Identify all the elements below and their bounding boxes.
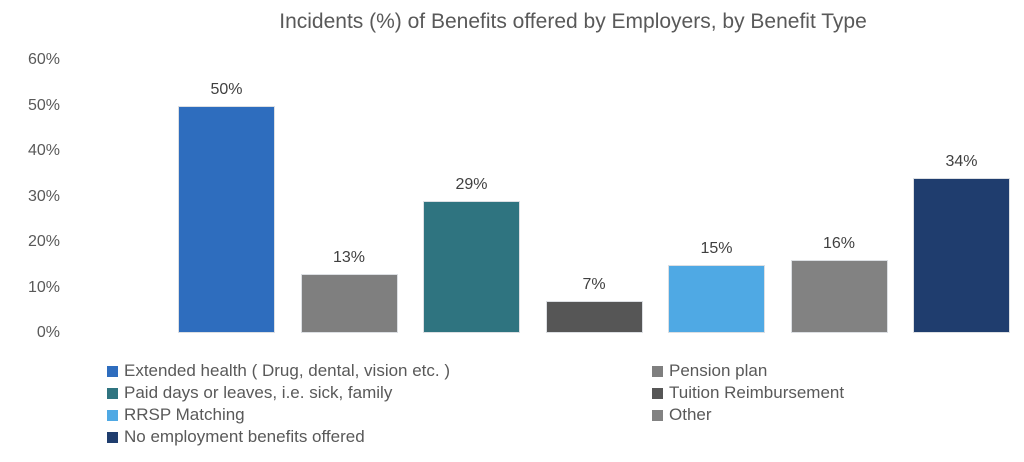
bar-rrsp-matching	[668, 264, 765, 333]
y-tick-label-40: 40%	[27, 142, 60, 159]
data-label-paid-days-or-leaves-i-e-sick-family: 29%	[455, 176, 488, 194]
legend-column-left: Extended health ( Drug, dental, vision e…	[107, 360, 450, 448]
data-label-rrsp-matching: 15%	[700, 239, 733, 257]
legend-label: No employment benefits offered	[124, 427, 365, 446]
legend-swatch-icon	[652, 409, 663, 421]
y-tick-label-0: 0%	[36, 324, 60, 341]
legend-swatch-icon	[107, 365, 118, 377]
legend-item-paid-days-or-leaves-i-e-sick-family: Paid days or leaves, i.e. sick, family	[107, 382, 450, 404]
bar-extended-health-drug-dental-vision-etc	[178, 105, 275, 333]
legend-label: Tuition Reimbursement	[669, 383, 845, 402]
bar-tuition-reimbursement	[545, 301, 643, 333]
legend-label: Other	[669, 405, 712, 424]
legend-swatch-icon	[652, 365, 663, 377]
data-label-extended-health-drug-dental-vision-etc: 50%	[210, 80, 243, 98]
legend-swatch-icon	[107, 409, 118, 421]
legend-label: Paid days or leaves, i.e. sick, family	[124, 383, 393, 402]
y-tick-label-60: 60%	[27, 51, 60, 68]
legend-item-extended-health-drug-dental-vision-etc: Extended health ( Drug, dental, vision e…	[107, 360, 450, 382]
y-tick-label-20: 20%	[27, 233, 60, 250]
legend-label: RRSP Matching	[124, 405, 245, 424]
y-tick-label-30: 30%	[27, 187, 60, 205]
legend-label: Pension plan	[669, 361, 768, 380]
legend-label: Extended health ( Drug, dental, vision e…	[124, 361, 451, 380]
legend-item-rrsp-matching: RRSP Matching	[107, 404, 450, 426]
legend-item-tuition-reimbursement: Tuition Reimbursement	[652, 382, 844, 404]
data-label-other: 16%	[822, 235, 856, 253]
data-label-no-employment-benefits-offered: 34%	[945, 153, 978, 171]
legend-item-other: Other	[652, 404, 844, 426]
data-label-pension-plan: 13%	[332, 248, 366, 266]
legend-swatch-icon	[107, 431, 118, 443]
bar-no-employment-benefits-offered	[913, 178, 1010, 333]
bar-paid-days-or-leaves-i-e-sick-family	[423, 201, 520, 333]
bar-pension-plan	[300, 273, 398, 333]
y-tick-label-50: 50%	[27, 96, 60, 114]
legend-column-right: Pension plan Tuition Reimbursement Other	[652, 360, 844, 426]
data-label-tuition-reimbursement: 7%	[582, 276, 606, 294]
legend-item-no-employment-benefits-offered: No employment benefits offered	[107, 426, 450, 448]
legend-item-pension-plan: Pension plan	[652, 360, 844, 382]
chart-title: Incidents (%) of Benefits offered by Emp…	[279, 10, 867, 33]
y-tick-label-10: 10%	[27, 278, 60, 296]
bar-other	[790, 260, 888, 333]
legend-swatch-icon	[107, 387, 118, 399]
legend-swatch-icon	[652, 387, 663, 399]
